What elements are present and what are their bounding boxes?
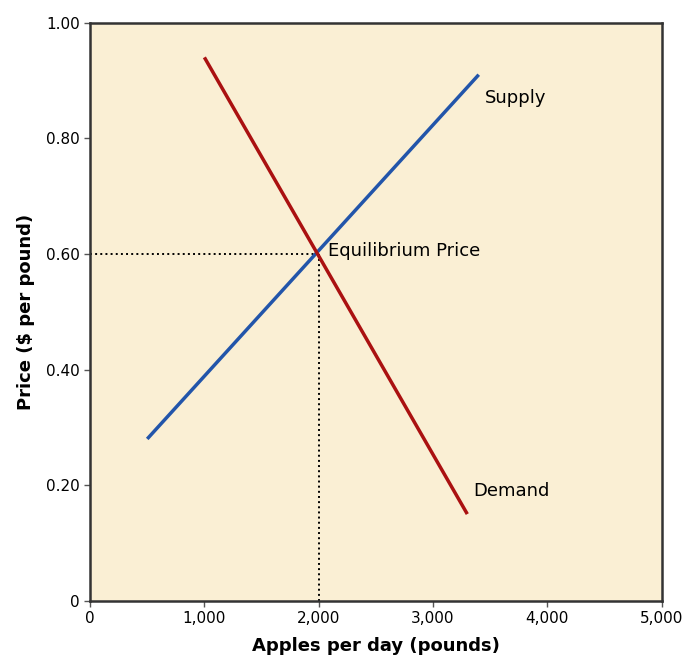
Text: Demand: Demand xyxy=(474,482,550,500)
Text: Supply: Supply xyxy=(485,89,547,107)
Y-axis label: Price ($ per pound): Price ($ per pound) xyxy=(17,214,35,410)
X-axis label: Apples per day (pounds): Apples per day (pounds) xyxy=(252,637,500,655)
Text: Equilibrium Price: Equilibrium Price xyxy=(328,242,480,260)
